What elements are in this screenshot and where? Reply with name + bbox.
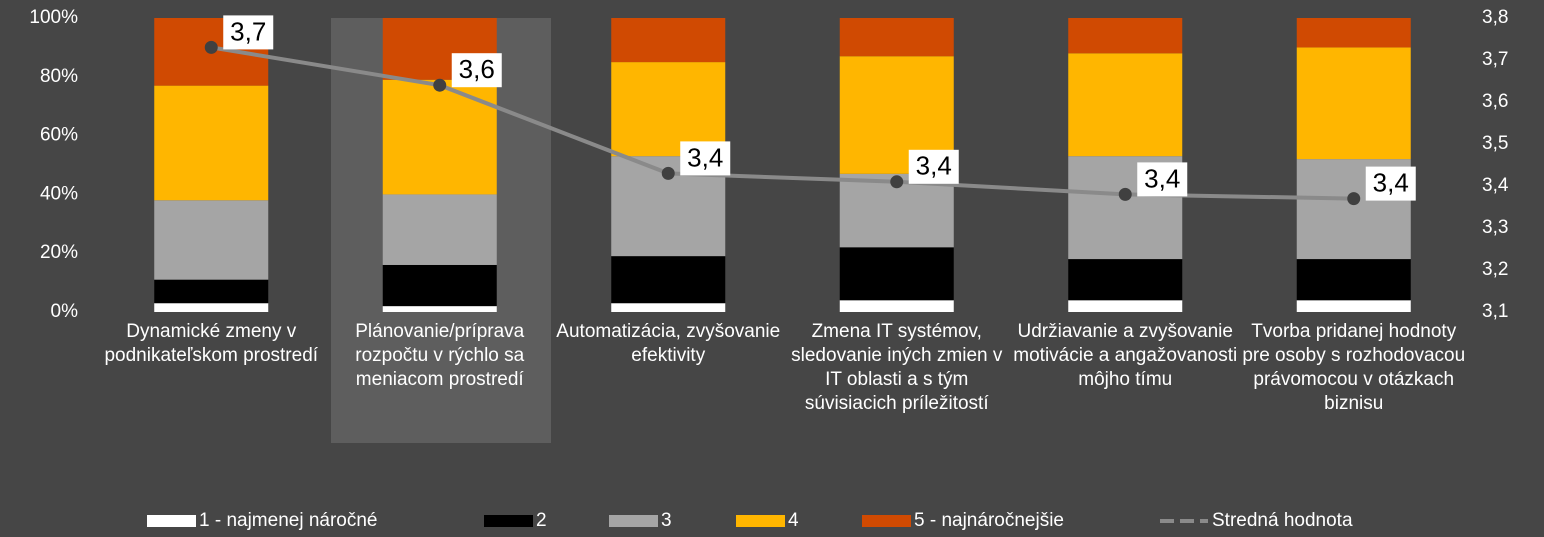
line-point (433, 78, 447, 92)
legend-swatch (736, 515, 785, 527)
legend-label: 5 - najnáročnejšie (914, 510, 1064, 531)
y2-tick-label: 3,3 (1482, 217, 1508, 238)
data-label-box (223, 15, 274, 50)
data-label: 3,6 (459, 54, 495, 84)
line-point (1347, 192, 1361, 206)
data-label: 3,7 (230, 16, 266, 46)
data-label: 3,4 (916, 151, 952, 181)
line-point (661, 166, 675, 180)
bar-segment (611, 18, 726, 63)
data-label-box (1137, 162, 1188, 197)
x-tick-label: Plánovanie/príprava rozpočtu v rýchlo sa… (355, 321, 525, 390)
bar-segment (611, 62, 726, 157)
data-label-box (1365, 166, 1416, 201)
bar-segment (154, 85, 269, 201)
y2-tick-label: 3,1 (1482, 301, 1508, 322)
y-tick-label: 100% (29, 7, 78, 28)
x-tick-label: Udržiavanie a zvyšovanie motivácie a ang… (1013, 321, 1238, 390)
legend-label: 3 (661, 510, 672, 531)
y-tick-label: 40% (40, 183, 78, 204)
bar-segment (154, 303, 269, 312)
data-label-box (680, 141, 731, 176)
bar-segment (611, 303, 726, 312)
bar-segment (382, 306, 497, 312)
bar-segment (1068, 259, 1183, 301)
y-tick-label: 60% (40, 125, 78, 146)
y2-tick-label: 3,5 (1482, 133, 1508, 154)
bar-segment (1296, 47, 1411, 160)
legend-label: Stredná hodnota (1212, 510, 1353, 531)
bar-segment (1068, 53, 1183, 157)
x-tick-label: Tvorba pridanej hodnoty pre osoby s rozh… (1242, 321, 1466, 414)
bar-segment (839, 18, 954, 57)
bar-segment (1296, 18, 1411, 48)
bar-segment (1296, 259, 1411, 301)
y-tick-label: 80% (40, 66, 78, 87)
bar-segment (382, 79, 497, 195)
y2-tick-label: 3,6 (1482, 91, 1508, 112)
y2-tick-label: 3,8 (1482, 7, 1508, 28)
x-tick-label: Zmena IT systémov, sledovanie iných zmie… (791, 321, 1003, 414)
bar-segment (611, 256, 726, 304)
line-point (204, 40, 218, 54)
data-label-box (908, 149, 959, 184)
data-label-box (451, 53, 502, 88)
bar-segment (154, 279, 269, 304)
bar-segment (1068, 18, 1183, 54)
legend-swatch (147, 515, 196, 527)
legend-swatch (484, 515, 533, 527)
legend-label: 4 (788, 510, 799, 531)
x-tick-label: Automatizácia, zvyšovanie efektivity (556, 321, 781, 366)
bar-segment (1296, 300, 1411, 312)
bar-segment (382, 194, 497, 265)
y-tick-label: 20% (40, 242, 78, 263)
legend-label: 2 (536, 510, 547, 531)
legend-swatch (862, 515, 911, 527)
data-label: 3,4 (1373, 167, 1409, 197)
y-tick-label: 0% (51, 301, 79, 322)
data-label: 3,4 (687, 142, 723, 172)
bar-segment (839, 247, 954, 301)
line-point (1118, 187, 1132, 201)
legend-label: 1 - najmenej náročné (199, 510, 378, 531)
line-point (890, 175, 904, 189)
y2-tick-label: 3,2 (1482, 259, 1508, 280)
bar-segment (382, 264, 497, 307)
legend-swatch (609, 515, 658, 527)
bar-segment (154, 200, 269, 280)
x-tick-label: Dynamické zmeny v podnikateľskom prostre… (104, 321, 319, 366)
y2-tick-label: 3,7 (1482, 49, 1508, 70)
y2-tick-label: 3,4 (1482, 175, 1509, 196)
bar-segment (839, 300, 954, 312)
data-label: 3,4 (1144, 163, 1180, 193)
bar-segment (1068, 300, 1183, 312)
